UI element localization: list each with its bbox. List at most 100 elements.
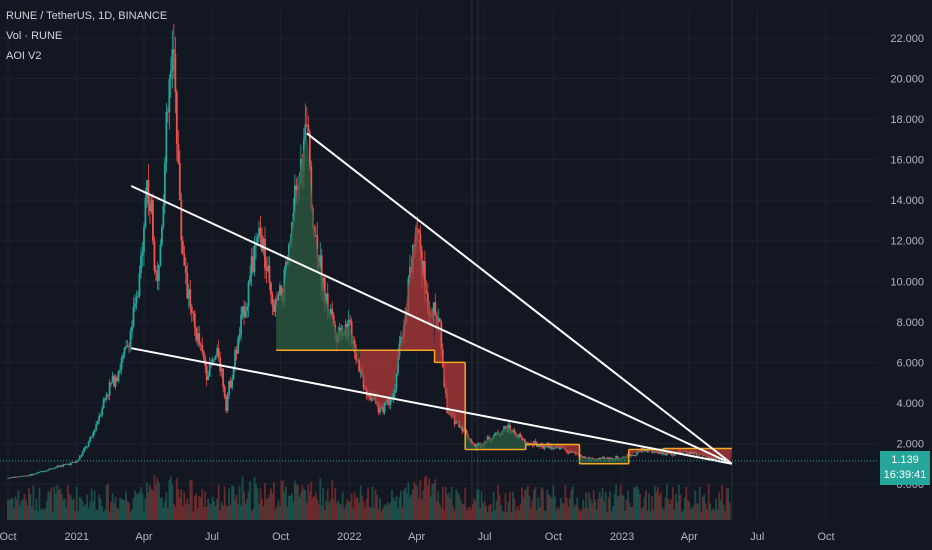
volume-bar [95,509,98,520]
candle-body [379,406,381,413]
volume-bar [149,484,151,520]
candle-body [518,434,520,438]
candle-body [150,200,153,212]
candle-body [193,313,196,328]
volume-bar [431,484,434,520]
volume-bar [163,501,166,520]
volume-bar [371,486,374,520]
volume-bar [422,490,425,520]
volume-bar [44,508,47,520]
candle-body [353,340,356,353]
volume-bar [38,487,41,520]
volume-bar [464,487,467,520]
volume-bar [255,483,257,520]
volume-bar [350,493,353,520]
volume-bar [271,493,274,520]
candle-body [331,308,334,316]
candle-body [600,457,603,459]
volume-bar [613,493,616,520]
volume-bar [562,503,565,520]
candle-body [284,261,287,270]
candle-body [181,240,184,254]
candle-body [56,465,59,468]
x-tick-label: Apr [681,531,698,543]
candle-body [232,366,235,380]
candle-body [660,451,662,455]
volume-bar [389,502,392,520]
candle-body [582,456,585,458]
y-axis: 22.000 20.000 18.000 16.000 14.000 12.000 10.0… [890,33,924,491]
candle-body [537,445,540,447]
volume-bar [237,504,239,520]
candle-body [144,198,147,228]
volume-bar [630,507,632,520]
volume-bar [401,507,404,520]
volume-bar [489,503,492,520]
volume-bar [700,511,703,520]
candle-body [292,213,295,223]
volume-bar [373,507,375,520]
candle-body [280,285,283,300]
volume-bar [86,494,89,520]
volume-bar [443,509,446,520]
x-tick-label: Jul [478,531,492,543]
candle-body [146,180,148,199]
candle-body [95,424,98,431]
volume-bar [22,499,24,520]
candle-body [252,256,254,272]
volume-bar [223,486,226,520]
candle-body [131,326,133,332]
volume-bar [530,508,532,520]
volume-bar [379,498,381,520]
candle-body [183,253,186,266]
volume-bar [132,498,135,520]
candle-body [438,318,441,323]
volume-bar [166,508,169,520]
candle-body [92,432,95,437]
volume-bar [482,503,485,520]
volume-bar [193,496,196,520]
volume-bar [441,486,444,520]
volume-bar [543,510,546,520]
candle-body [544,446,547,448]
volume-bar [414,485,417,520]
x-tick-label: Jul [205,531,219,543]
volume-bar [577,507,580,520]
y-tick-label: 8.000 [896,317,924,329]
volume-bar [643,496,646,520]
volume-bar [435,500,438,520]
volume-bar [500,504,502,520]
candle-body [325,293,328,304]
volume-indicator-label[interactable]: Vol · RUNE [6,30,63,42]
aoi-indicator-label[interactable]: AOI V2 [6,50,42,62]
x-tick-label: Oct [817,531,834,543]
volume-bar [87,508,90,520]
volume-bar [353,492,356,520]
volume-bar [105,485,108,520]
candle-body [28,475,30,477]
volume-bar [713,510,716,520]
symbol-title[interactable]: RUNE / TetherUS, 1D, BINANCE [6,10,168,22]
volume-bar [437,491,440,520]
volume-bar [382,507,384,520]
volume-bar [8,500,11,520]
volume-bar [175,478,178,520]
volume-bar [453,510,456,520]
volume-bar [11,498,14,520]
volume-bar [618,495,620,520]
volume-bar [190,480,193,520]
volume-bar [459,499,462,520]
candle-body [293,185,296,214]
volume-bar [295,484,298,520]
volume-bar [639,493,641,520]
volume-bar [117,509,120,520]
candle-body [190,306,193,313]
trendline [131,347,733,465]
volume-bar [513,498,516,520]
y-tick-label: 2.000 [896,438,924,450]
volume-bar [627,490,629,520]
candle-body [75,461,78,463]
candle-body [153,240,156,271]
